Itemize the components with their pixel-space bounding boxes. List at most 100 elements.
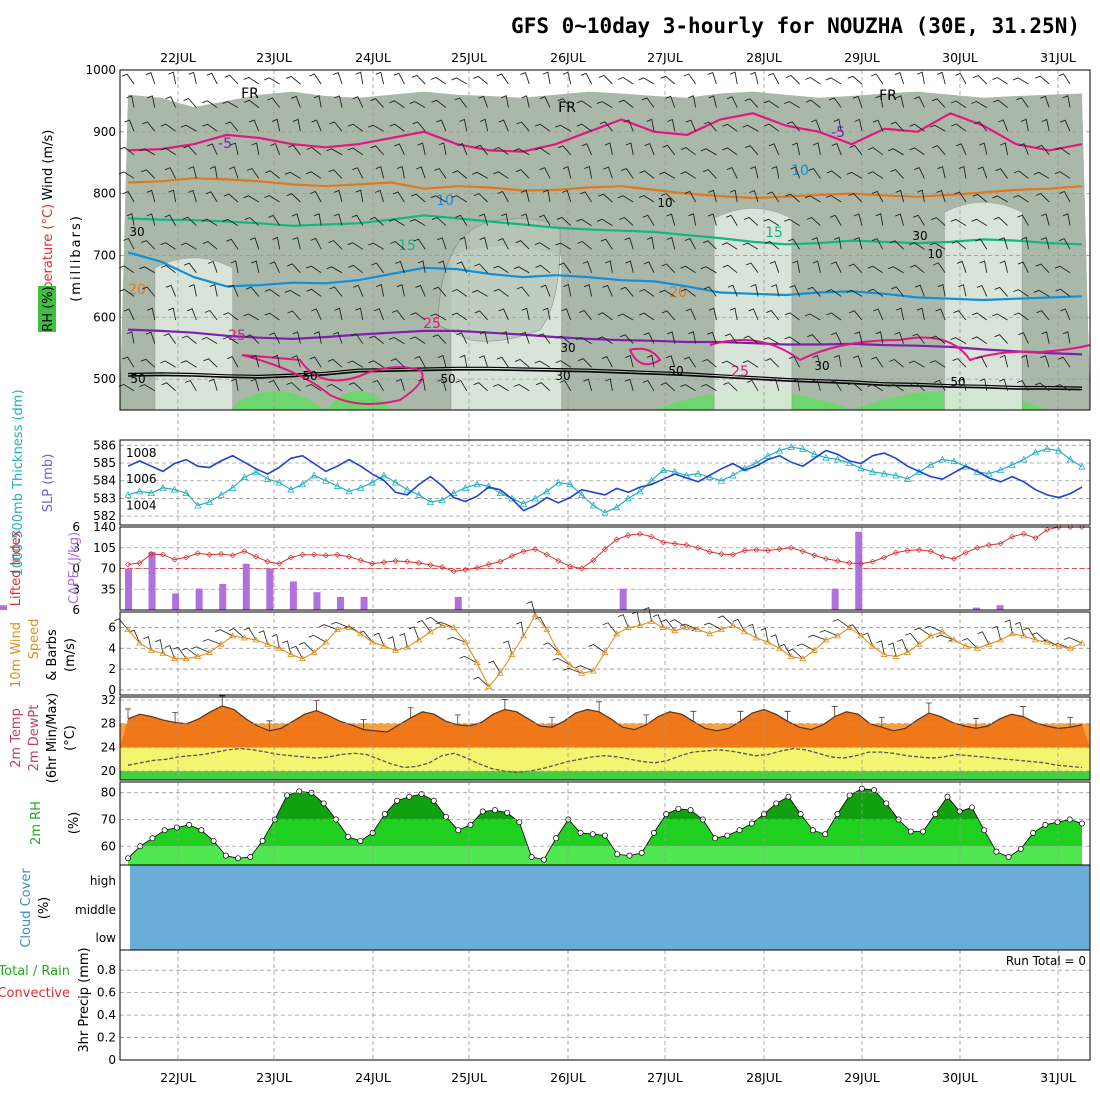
thickness-point <box>810 450 819 458</box>
temperature-minmax-bar <box>266 720 273 731</box>
wind-barb <box>854 118 863 132</box>
rh-contour-label: 30 <box>814 359 829 373</box>
wind-barb <box>391 309 405 321</box>
wind10m-barb <box>290 645 303 659</box>
wind-barb <box>999 378 1009 391</box>
rh-point <box>993 848 1000 855</box>
lifted-index-point <box>380 559 387 566</box>
rh-point <box>528 854 535 860</box>
wind-barb <box>896 307 905 321</box>
wind-barb <box>854 331 863 344</box>
wind-barb <box>954 191 967 203</box>
wind10m-barb <box>847 624 862 637</box>
wind-barb <box>853 236 863 250</box>
wind-barb <box>287 310 301 321</box>
thickness-point <box>938 455 947 463</box>
wind-barb <box>437 237 447 250</box>
wind-barb <box>557 98 572 108</box>
wind-barb <box>660 382 676 392</box>
wind-barb <box>806 216 821 226</box>
rh-point <box>320 800 327 807</box>
wind-barb <box>953 310 967 321</box>
rh-contour-label: 10 <box>657 196 672 210</box>
wind-barb <box>474 310 488 321</box>
rh-point <box>834 811 841 818</box>
isotherm-25 <box>127 112 1083 153</box>
wind-barb <box>368 242 384 250</box>
wind-barb <box>230 260 239 273</box>
wind-barb <box>929 124 946 132</box>
cape-bar <box>973 607 980 610</box>
wind-barb <box>810 119 821 132</box>
thickness-point <box>857 464 865 472</box>
wind-barb <box>389 100 405 108</box>
wind10m-point <box>485 683 493 690</box>
wind-barb <box>286 382 301 392</box>
wind10m-barb <box>202 638 222 645</box>
wind-barb <box>771 284 780 297</box>
wind-barb <box>204 309 218 321</box>
lifted-index-point <box>346 553 353 560</box>
wind10m-barb <box>143 636 152 651</box>
wind-barb <box>473 382 488 392</box>
wind10m-point <box>136 639 144 646</box>
lifted-index-point <box>799 548 806 555</box>
lifted-index-point <box>252 553 259 560</box>
wind-barb <box>787 238 800 250</box>
wind10m-barb <box>552 657 571 666</box>
rh-point <box>516 819 523 826</box>
wind-barb <box>454 97 468 108</box>
wind-barb <box>726 167 738 179</box>
panel-frame <box>119 69 1091 411</box>
rh-point <box>540 856 547 863</box>
rh-point <box>418 791 425 797</box>
wind-barb <box>122 356 135 368</box>
wind10m-barb <box>652 614 664 628</box>
wind-barb <box>852 95 863 108</box>
wind-barb <box>1040 213 1050 226</box>
wind-barb <box>601 356 613 368</box>
wind-barb <box>617 76 634 85</box>
wind-barb <box>972 193 988 203</box>
rh-point <box>650 829 657 836</box>
ylabel-wind-units: (m/s) <box>63 638 78 672</box>
wind-barb <box>558 262 572 274</box>
thickness-point <box>601 508 609 516</box>
thickness-point <box>729 471 737 479</box>
thickness-point <box>450 489 458 497</box>
wind-barb <box>501 213 509 226</box>
wind-barb <box>284 171 301 179</box>
run-total-label: Run Total = 0 <box>1006 954 1086 968</box>
contour-label: 20 <box>669 285 687 301</box>
wind-barb <box>326 148 343 156</box>
panel-frame <box>119 949 1091 1061</box>
wind-barb <box>785 74 800 85</box>
rh-point <box>1005 854 1012 860</box>
temperature-minmax-bar <box>784 710 791 722</box>
wind-barb <box>126 95 135 108</box>
wind10m-point <box>764 638 772 645</box>
wind-barb <box>888 148 904 156</box>
wind-barb <box>974 121 988 132</box>
lifted-index-point <box>764 547 771 554</box>
rh-point <box>247 854 254 860</box>
wind-barb <box>201 337 218 344</box>
wind-barb <box>890 121 904 132</box>
wind-barb <box>474 263 488 274</box>
rh-contour-label: 10 <box>927 247 942 261</box>
wind-barb <box>396 284 405 297</box>
rh-band-light <box>128 846 1082 865</box>
lifted-index-point <box>520 548 527 555</box>
ylabel-2m-temp: 2m Temp <box>9 708 24 768</box>
date-top-label: 25JUL <box>451 50 487 65</box>
freezing-level-line <box>127 369 1083 391</box>
rh-point <box>1042 821 1049 828</box>
wind-barb <box>451 312 468 321</box>
cape-bar <box>0 606 7 610</box>
wind10m-point <box>869 642 877 649</box>
wind-barb <box>1017 261 1029 274</box>
wind-barb <box>146 213 156 226</box>
rh-point <box>675 805 682 812</box>
wind-barb <box>703 286 717 297</box>
wind-barb <box>498 308 509 321</box>
